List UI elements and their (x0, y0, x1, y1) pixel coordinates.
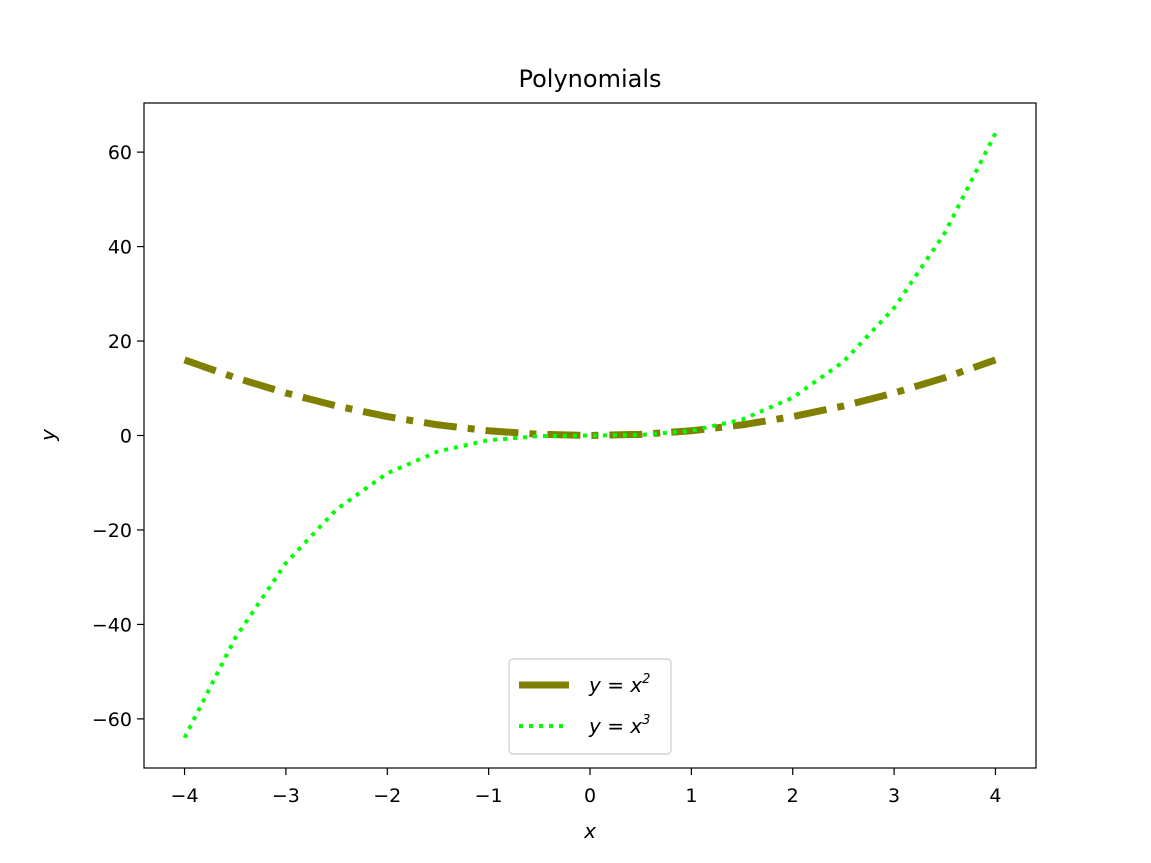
x-tick-label: 2 (787, 785, 799, 807)
series-line-2 (182, 132, 998, 739)
y-tick-label: −60 (92, 709, 132, 731)
y-tick-label: −40 (92, 614, 132, 636)
x-ticks: −4 −3 −2 −1 0 1 2 3 4 (171, 768, 1002, 807)
x-tick-label: 3 (888, 785, 900, 807)
legend-label-base: y = x (588, 714, 642, 738)
legend-label: y = x3 (588, 713, 650, 738)
x-tick-label: −1 (475, 785, 503, 807)
x-tick-label: 4 (989, 785, 1001, 807)
legend-label: y = x2 (588, 672, 650, 697)
y-axis-label: y (36, 428, 60, 442)
legend-label-exponent: 3 (642, 713, 650, 728)
x-tick-label: 1 (685, 785, 697, 807)
x-tick-label: −3 (272, 785, 300, 807)
legend-label-base: y = x (588, 673, 642, 697)
series-line-1 (183, 356, 997, 440)
chart-title: Polynomials (519, 65, 662, 93)
x-tick-label: −4 (171, 785, 199, 807)
y-tick-label: 40 (108, 237, 132, 259)
y-ticks: −60 −40 −20 0 20 40 60 (92, 142, 144, 731)
legend: y = x2y = x3 (508, 658, 672, 755)
y-tick-label: 20 (108, 331, 132, 353)
y-tick-label: 60 (108, 142, 132, 164)
legend-label-exponent: 2 (642, 672, 650, 687)
y-tick-label: 0 (120, 426, 132, 448)
series-layer (182, 132, 998, 739)
x-tick-label: 0 (584, 785, 596, 807)
x-axis-label: x (583, 819, 596, 843)
y-tick-label: −20 (92, 520, 132, 542)
x-tick-label: −2 (373, 785, 401, 807)
